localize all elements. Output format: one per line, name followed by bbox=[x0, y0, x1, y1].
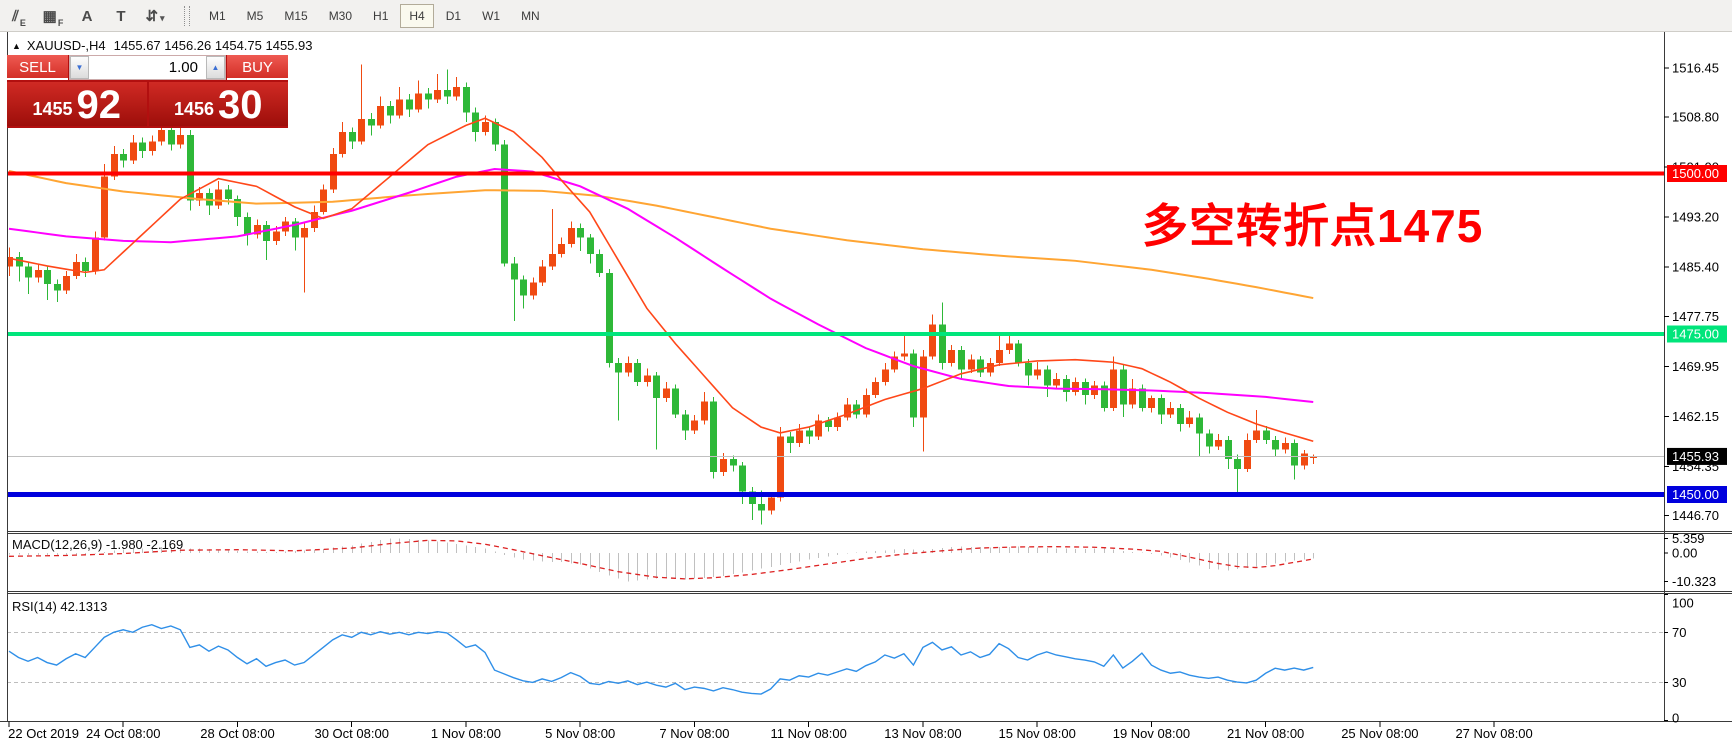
timeframe-m30[interactable]: M30 bbox=[328, 8, 353, 23]
text-tool-icon[interactable]: A bbox=[81, 7, 93, 25]
volume-increase-button[interactable]: ▲ bbox=[206, 56, 225, 79]
time-axis[interactable]: 22 Oct 2019 24 Oct 08:00 28 Oct 08:00 30 Oc… bbox=[8, 721, 1533, 742]
svg-text:19 Nov 08:00: 19 Nov 08:00 bbox=[1113, 726, 1190, 741]
fibonacci-retracement-tool-icon[interactable]: ▦ F bbox=[42, 7, 64, 28]
svg-text:1455.93: 1455.93 bbox=[1672, 449, 1719, 464]
svg-text:0: 0 bbox=[1672, 711, 1679, 726]
symbol-period-label: XAUUSD-,H4 bbox=[26, 38, 106, 53]
sell-button[interactable]: SELL bbox=[7, 55, 68, 80]
timeframe-m5[interactable]: M5 bbox=[246, 8, 264, 23]
ohlc-values: 1455.67 1456.26 1454.75 1455.93 bbox=[113, 38, 313, 53]
svg-text:1516.45: 1516.45 bbox=[1672, 60, 1719, 75]
buy-button[interactable]: BUY bbox=[227, 55, 288, 80]
ask-price-button[interactable]: 1456 30 bbox=[148, 82, 288, 127]
svg-text:1508.80: 1508.80 bbox=[1672, 110, 1719, 125]
bid-price-integer: 1455 bbox=[32, 99, 73, 119]
svg-text:1477.75: 1477.75 bbox=[1672, 309, 1719, 324]
volume-input[interactable]: 1.00 bbox=[89, 56, 206, 79]
timeframe-w1[interactable]: W1 bbox=[482, 8, 501, 23]
svg-text:24 Oct 08:00: 24 Oct 08:00 bbox=[86, 726, 160, 741]
equidistant-channel-tool-icon[interactable]: ⫽ E bbox=[12, 7, 26, 28]
timeframe-m1[interactable]: M1 bbox=[209, 8, 226, 23]
svg-text:1493.20: 1493.20 bbox=[1672, 210, 1719, 225]
svg-text:25 Nov 08:00: 25 Nov 08:00 bbox=[1341, 726, 1418, 741]
drawing-tools-group: ⫽ E ▦ F A T ⇵ ▾ bbox=[0, 4, 170, 28]
svg-text:22 Oct 2019: 22 Oct 2019 bbox=[8, 726, 79, 741]
timeframe-d1[interactable]: D1 bbox=[445, 8, 462, 23]
svg-text:21 Nov 08:00: 21 Nov 08:00 bbox=[1227, 726, 1304, 741]
svg-text:27 Nov 08:00: 27 Nov 08:00 bbox=[1455, 726, 1532, 741]
toolbar: ⫽ E ▦ F A T ⇵ ▾ M1 M5 M15 M30 H1 H4 D1 W1 MN bbox=[0, 0, 1732, 32]
svg-text:30: 30 bbox=[1672, 675, 1686, 690]
rsi-indicator-label: RSI(14) 42.1313 bbox=[12, 599, 108, 614]
collapse-arrow-icon[interactable]: ▲ bbox=[12, 41, 21, 51]
chart-text-annotation[interactable]: 多空转折点1475 bbox=[1142, 200, 1484, 252]
svg-text:28 Oct 08:00: 28 Oct 08:00 bbox=[200, 726, 274, 741]
svg-text:1485.40: 1485.40 bbox=[1672, 260, 1719, 275]
svg-text:15 Nov 08:00: 15 Nov 08:00 bbox=[998, 726, 1075, 741]
svg-text:5.359: 5.359 bbox=[1672, 531, 1705, 546]
svg-text:30 Oct 08:00: 30 Oct 08:00 bbox=[314, 726, 388, 741]
one-click-trading-panel: SELL ▼ 1.00 ▲ BUY 1455 92 1456 30 bbox=[7, 55, 288, 128]
main-price-pane[interactable] bbox=[6, 64, 1664, 525]
macd-pane[interactable] bbox=[8, 538, 1314, 582]
volume-stepper: ▼ 1.00 ▲ bbox=[69, 55, 226, 80]
svg-text:100: 100 bbox=[1672, 596, 1694, 611]
arrow-tools-icon[interactable]: ⇵ ▾ bbox=[145, 7, 165, 25]
svg-text:1446.70: 1446.70 bbox=[1672, 508, 1719, 523]
timeframe-group: M1 M5 M15 M30 H1 H4 D1 W1 MN bbox=[200, 3, 552, 28]
svg-text:1469.95: 1469.95 bbox=[1672, 359, 1719, 374]
svg-text:7 Nov 08:00: 7 Nov 08:00 bbox=[659, 726, 729, 741]
text-label-tool-icon[interactable]: T bbox=[116, 7, 126, 25]
ask-price-pips: 30 bbox=[218, 83, 263, 127]
svg-text:1500.00: 1500.00 bbox=[1672, 166, 1719, 181]
macd-indicator-label: MACD(12,26,9) -1.980 -2.169 bbox=[12, 537, 184, 552]
svg-text:1450.00: 1450.00 bbox=[1672, 487, 1719, 502]
volume-decrease-button[interactable]: ▼ bbox=[70, 56, 89, 79]
ask-price-integer: 1456 bbox=[173, 99, 215, 119]
svg-text:-10.323: -10.323 bbox=[1672, 574, 1716, 589]
svg-text:13 Nov 08:00: 13 Nov 08:00 bbox=[884, 726, 961, 741]
svg-text:1475.00: 1475.00 bbox=[1672, 327, 1719, 342]
bid-price-pips: 92 bbox=[76, 83, 122, 127]
svg-text:70: 70 bbox=[1672, 625, 1686, 640]
chart-title: ▲ XAUUSD-,H4 1455.67 1456.26 1454.75 1455.… bbox=[12, 38, 312, 53]
timeframe-mn[interactable]: MN bbox=[521, 8, 540, 23]
timeframe-h4[interactable]: H4 bbox=[400, 3, 434, 28]
rsi-pane[interactable] bbox=[7, 624, 1664, 695]
bid-price-button[interactable]: 1455 92 bbox=[7, 82, 147, 126]
price-axis[interactable]: 1516.451508.801501.001493.201485.401477.… bbox=[1664, 60, 1727, 726]
timeframe-h1[interactable]: H1 bbox=[373, 8, 389, 23]
svg-text:5 Nov 08:00: 5 Nov 08:00 bbox=[545, 726, 615, 741]
svg-text:0.00: 0.00 bbox=[1672, 546, 1697, 561]
timeframe-m15[interactable]: M15 bbox=[284, 8, 308, 23]
svg-text:1462.15: 1462.15 bbox=[1672, 409, 1719, 424]
toolbar-grip-handle[interactable] bbox=[184, 5, 190, 26]
svg-text:1 Nov 08:00: 1 Nov 08:00 bbox=[431, 726, 501, 741]
svg-text:11 Nov 08:00: 11 Nov 08:00 bbox=[770, 726, 846, 741]
